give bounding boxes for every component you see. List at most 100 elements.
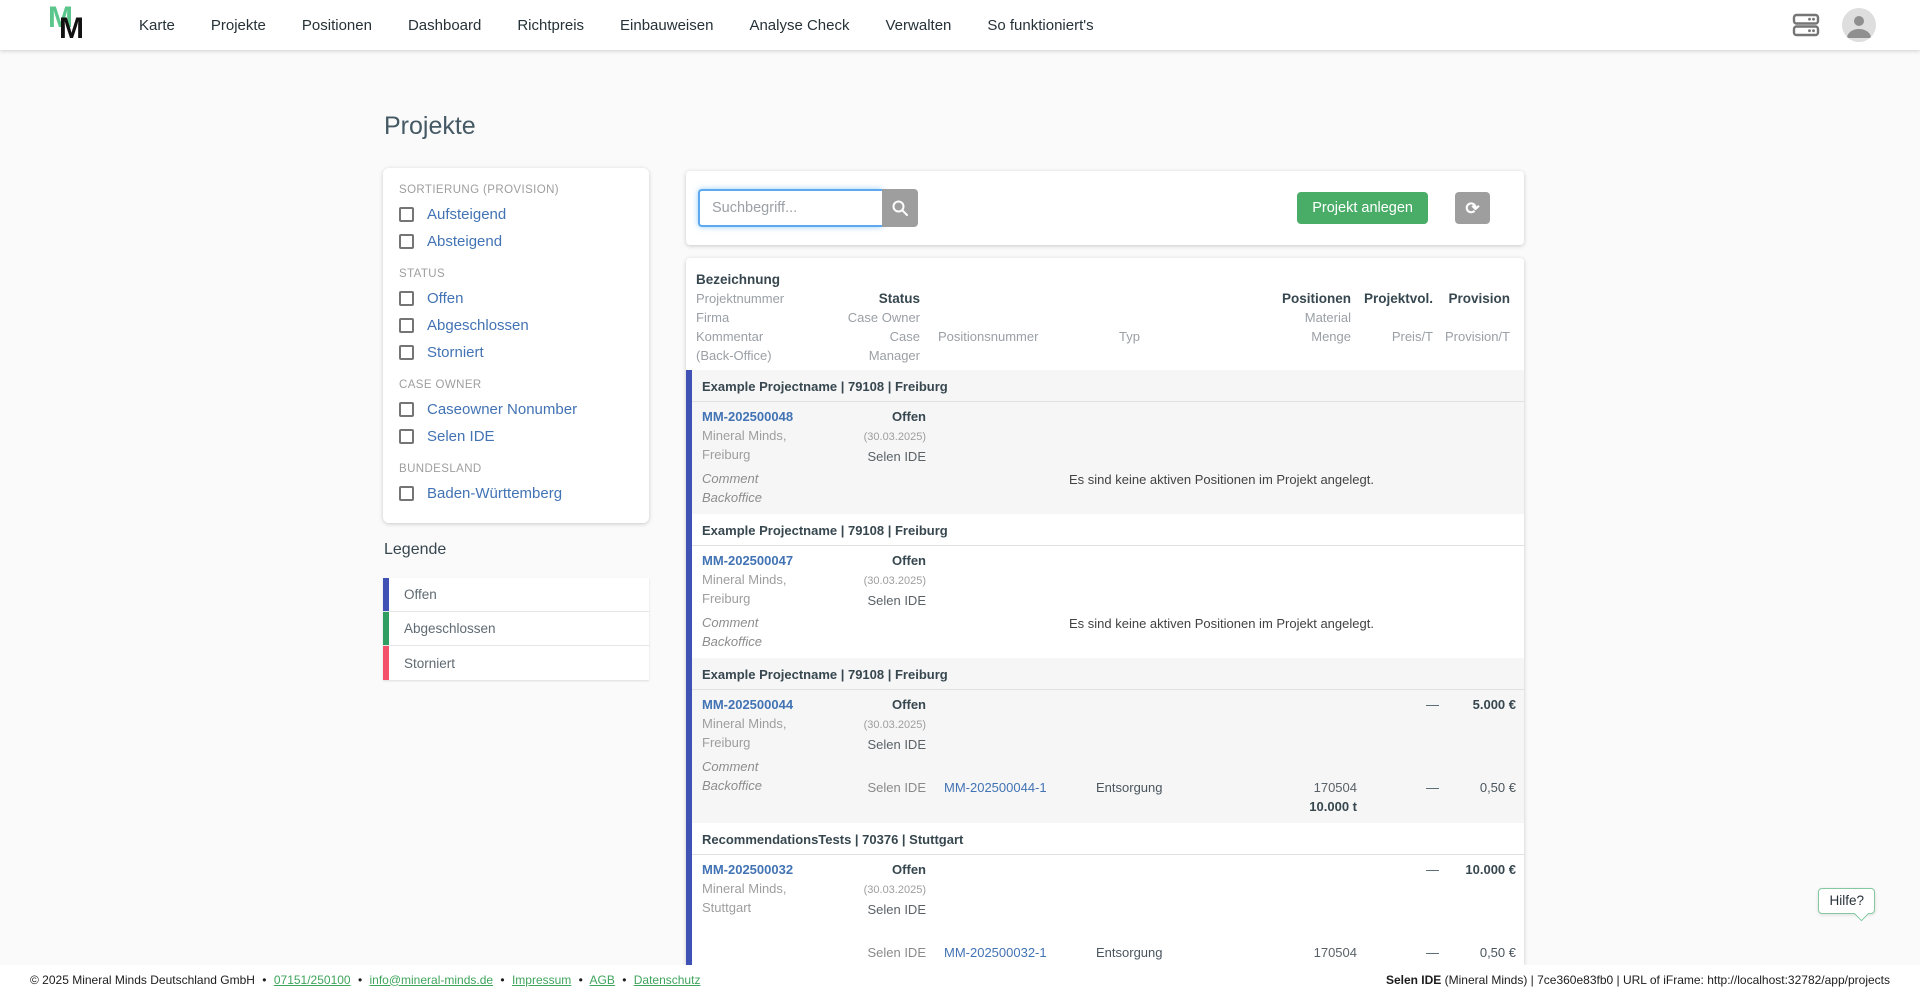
checkbox-selen-ide[interactable] <box>399 429 414 444</box>
project-status: Offen <box>892 697 926 712</box>
position-preis-dash: — <box>1426 945 1439 960</box>
legend-color-offen <box>383 578 389 611</box>
nav-item-projekte[interactable]: Projekte <box>210 16 266 34</box>
position-case-manager: Selen IDE <box>867 945 926 960</box>
nav-item-karte[interactable]: Karte <box>139 16 175 34</box>
project-positions-area: Offen (30.03.2025) Selen IDE — 10.000 € … <box>842 860 1516 965</box>
header-col-provision: Provision Provision/T <box>1444 291 1510 344</box>
user-avatar-icon[interactable] <box>1842 8 1876 42</box>
project-title: Example Projectname | 79108 | Freiburg <box>692 658 1524 690</box>
project-positions-area: Offen (30.03.2025) Selen IDE Es sind kei… <box>842 407 1516 507</box>
project-case-owner: Selen IDE <box>867 737 926 752</box>
search-input[interactable] <box>698 189 882 227</box>
project-backoffice: Backoffice <box>702 634 762 649</box>
project-status-date: (30.03.2025) <box>863 884 926 896</box>
nav-item-dashboard[interactable]: Dashboard <box>407 16 482 34</box>
position-number-link[interactable]: MM-202500032-1 <box>944 945 1047 960</box>
search-group <box>698 189 918 227</box>
topbar-actions <box>1792 8 1876 42</box>
filter-option-offen[interactable]: Offen <box>399 285 633 312</box>
mineral-minds-logo[interactable]: M M <box>44 3 94 47</box>
filter-option-aufsteigend[interactable]: Aufsteigend <box>399 201 633 228</box>
position-menge: 10.000 t <box>1309 799 1357 814</box>
project-status: Offen <box>892 553 926 568</box>
project-comment: Comment <box>702 759 759 774</box>
header-col-positionsnummer: Positionsnummer <box>938 329 1039 344</box>
filter-option-abgeschlossen[interactable]: Abgeschlossen <box>399 312 633 339</box>
project-city: Freiburg <box>702 591 751 606</box>
project-row-mm-202500044: Example Projectname | 79108 | Freiburg M… <box>686 658 1524 823</box>
position-material-menge: 170504 10.000 t <box>1241 943 1357 965</box>
footer-link-impressum[interactable]: Impressum <box>511 972 572 987</box>
position-case-manager: Selen IDE <box>867 780 926 795</box>
checkbox-storniert[interactable] <box>399 345 414 360</box>
filter-option-selen-ide[interactable]: Selen IDE <box>399 423 633 450</box>
footer-link-agb[interactable]: AGB <box>589 972 615 987</box>
session-details: (Mineral Minds) | 7ce360e83fb0 | URL of … <box>1441 972 1890 987</box>
legend-list: Offen Abgeschlossen Storniert <box>383 578 649 680</box>
project-number-link[interactable]: MM-202500032 <box>702 862 794 877</box>
header-col-projektvol: Projektvol. Preis/T <box>1363 291 1433 344</box>
checkbox-offen[interactable] <box>399 291 414 306</box>
project-status-date: (30.03.2025) <box>863 719 926 731</box>
create-project-button[interactable]: Projekt anlegen <box>1297 192 1428 224</box>
filter-option-absteigend[interactable]: Absteigend <box>399 228 633 255</box>
project-preis-dash: — <box>1426 697 1439 712</box>
project-preis-dash: — <box>1426 862 1439 877</box>
nav-item-einbauweisen[interactable]: Einbauweisen <box>620 16 714 34</box>
session-user: Selen IDE <box>1385 972 1442 987</box>
logo-m-black: M <box>59 12 84 45</box>
table-header: Bezeichnung Projektnummer Firma Kommenta… <box>686 258 1524 370</box>
logo-m-green: M <box>48 1 73 34</box>
project-title: Example Projectname | 79108 | Freiburg <box>692 370 1524 402</box>
header-col-positionen: Positionen Material Menge <box>1281 291 1351 344</box>
position-material-menge: 170504 10.000 t <box>1241 778 1357 816</box>
position-number-link[interactable]: MM-202500044-1 <box>944 780 1047 795</box>
project-info: MM-202500048 Mineral Minds, Freiburg Com… <box>702 407 842 507</box>
filter-option-caseowner-nonumber[interactable]: Caseowner Nonumber <box>399 396 633 423</box>
project-city: Freiburg <box>702 447 751 462</box>
filter-option-storniert[interactable]: Storniert <box>399 339 633 366</box>
checkbox-baden-wuerttemberg[interactable] <box>399 486 414 501</box>
help-button[interactable]: Hilfe? <box>1818 888 1875 914</box>
project-provision-value: 5.000 € <box>1472 697 1516 712</box>
project-info: MM-202500047 Mineral Minds, Freiburg Com… <box>702 551 842 651</box>
position-typ: Entsorgung <box>1096 945 1163 960</box>
legend-color-storniert <box>383 646 389 680</box>
filter-section-bundesland: BUNDESLAND <box>399 463 482 475</box>
search-button[interactable] <box>882 189 918 227</box>
nav-item-verwalten[interactable]: Verwalten <box>885 16 952 34</box>
checkbox-abgeschlossen[interactable] <box>399 318 414 333</box>
server-rows-icon[interactable] <box>1792 12 1820 38</box>
footer-link-phone[interactable]: 07151/250100 <box>273 972 351 987</box>
footer-session-info: Selen IDE (Mineral Minds) | 7ce360e83fb0… <box>1386 973 1890 987</box>
position-row: Selen IDE MM-202500044-1 Entsorgung 1705… <box>842 778 1516 816</box>
position-typ: Entsorgung <box>1096 780 1163 795</box>
legend-title: Legende <box>384 541 447 558</box>
header-col-bezeichnung: Bezeichnung Projektnummer Firma Kommenta… <box>696 272 785 363</box>
project-company: Mineral Minds, <box>702 881 787 896</box>
checkbox-absteigend[interactable] <box>399 234 414 249</box>
nav-item-richtpreis[interactable]: Richtpreis <box>517 16 585 34</box>
project-number-link[interactable]: MM-202500044 <box>702 697 794 712</box>
checkbox-aufsteigend[interactable] <box>399 207 414 222</box>
nav-item-positionen[interactable]: Positionen <box>301 16 372 34</box>
footer-link-datenschutz[interactable]: Datenschutz <box>633 972 701 987</box>
top-navigation-bar: M M Karte Projekte Positionen Dashboard … <box>0 0 1920 50</box>
position-provision: 0,50 € <box>1479 780 1516 795</box>
project-number-link[interactable]: MM-202500048 <box>702 409 794 424</box>
filter-option-baden-wuerttemberg[interactable]: Baden-Württemberg <box>399 480 633 507</box>
nav-item-so-funktionierts[interactable]: So funktioniert's <box>987 16 1094 34</box>
project-title: RecommendationsTests | 70376 | Stuttgart <box>692 823 1524 855</box>
project-number-link[interactable]: MM-202500047 <box>702 553 794 568</box>
project-case-owner: Selen IDE <box>867 593 926 608</box>
checkbox-caseowner-nonumber[interactable] <box>399 402 414 417</box>
project-positions-area: Offen (30.03.2025) Selen IDE Es sind kei… <box>842 551 1516 651</box>
no-positions-message: Es sind keine aktiven Positionen im Proj… <box>1069 616 1374 631</box>
nav-item-analyse-check[interactable]: Analyse Check <box>749 16 850 34</box>
legend-item-abgeschlossen: Abgeschlossen <box>383 612 649 646</box>
filter-section-case-owner: CASE OWNER <box>399 379 482 391</box>
refresh-button[interactable]: ⟳ <box>1455 192 1490 224</box>
position-row: Selen IDE MM-202500032-1 Entsorgung 1705… <box>842 943 1516 965</box>
footer-link-email[interactable]: info@mineral-minds.de <box>369 972 494 987</box>
